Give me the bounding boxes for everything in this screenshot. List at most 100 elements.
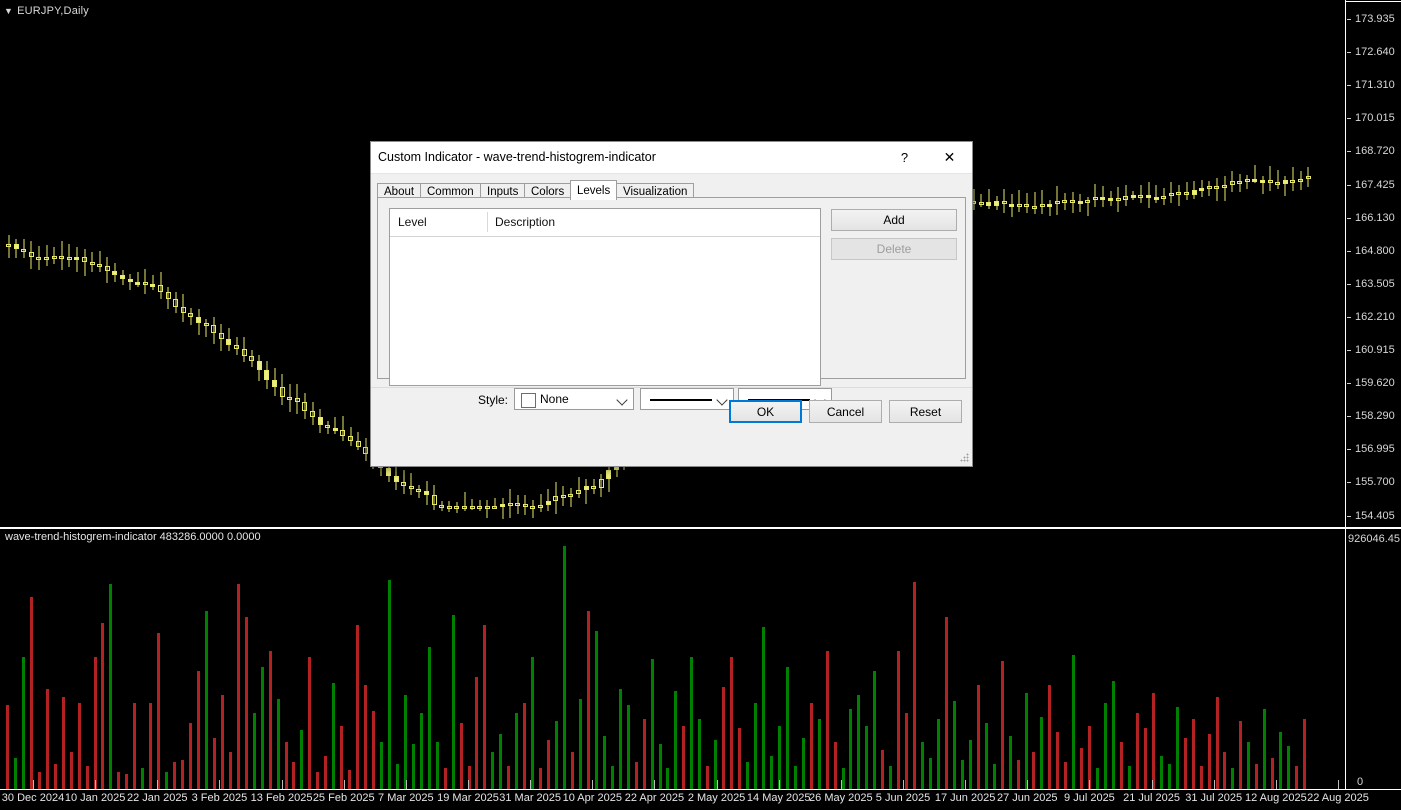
candle-body [1115,198,1121,202]
level-linestyle-dropdown[interactable] [640,388,734,410]
tab-about[interactable]: About [377,183,422,200]
date-axis-label: 5 Jun 2025 [875,792,931,804]
candle-wick [494,497,496,510]
histogram-bar [889,765,893,790]
dialog-titlebar[interactable]: Custom Indicator - wave-trend-histogrem-… [371,142,972,174]
date-axis-tick [343,780,345,789]
candle-wick [1041,190,1043,215]
candle-body [1062,200,1068,204]
candle-body [120,275,125,279]
candlestick [1077,0,1083,527]
candle-body [340,430,346,436]
price-axis-label: 168.720 [1355,145,1395,158]
tab-inputs[interactable]: Inputs [480,183,526,200]
resize-grip[interactable] [960,453,970,463]
candlestick [978,0,984,527]
histogram-bar [149,703,153,790]
histogram-bar [1112,681,1116,790]
date-axis-tick [1213,780,1215,789]
candle-body [28,252,34,258]
candlestick [264,0,270,527]
candle-wick [1284,176,1286,196]
candlestick [1054,0,1060,527]
candlestick [272,0,277,527]
histogram-bar [1016,759,1020,790]
candle-wick [1148,182,1149,208]
histogram-bar [316,771,320,790]
tab-colors[interactable]: Colors [524,183,572,200]
tab-visualization[interactable]: Visualization [616,183,695,200]
candle-body [180,306,186,313]
candle-body [51,255,57,259]
histogram-bar [212,737,216,790]
date-axis-tick [1338,780,1339,789]
candlestick [89,0,95,527]
price-axis-label: 159.620 [1355,377,1395,390]
candlestick [249,0,255,527]
histogram-bar [881,749,885,790]
candle-wick [129,273,131,290]
close-icon[interactable]: ✕ [943,148,956,165]
cancel-button[interactable]: Cancel [809,400,882,423]
histogram-bar [125,773,129,790]
price-axis-label: 158.290 [1355,410,1395,423]
histogram-bar [204,610,208,790]
candle-body [401,481,407,487]
histogram-bar [570,751,574,790]
tab-common[interactable]: Common [420,183,481,200]
candle-body [332,428,338,432]
candle-body [66,257,72,261]
candle-body [188,312,194,318]
candle-body [203,322,209,326]
date-axis-tick [1027,780,1029,789]
price-axis-tick [1347,383,1351,385]
candlestick [1199,0,1205,527]
candlestick [6,0,11,527]
candlestick [386,0,391,527]
date-axis-label: 22 Aug 2025 [1307,792,1369,804]
candlestick [591,0,597,527]
histogram-bar [825,650,829,790]
reset-button[interactable]: Reset [889,400,962,423]
level-color-dropdown[interactable]: None [514,388,634,410]
histogram-bar [1120,741,1124,790]
chart-symbol-label[interactable]: ▼ EURJPY,Daily [4,5,89,17]
candle-body [226,338,232,346]
candle-body [1130,195,1136,199]
add-button[interactable]: Add [831,209,957,231]
date-axis-label: 27 Jun 2025 [997,792,1058,804]
ok-button[interactable]: OK [729,400,802,423]
candle-body [1024,203,1030,207]
candle-wick [433,485,435,510]
candlestick [1047,0,1053,527]
candlestick [241,0,247,527]
candle-body [994,200,999,206]
histogram-bar [658,743,662,790]
indicator-subwindow-pane[interactable] [0,530,1345,790]
candlestick [484,0,490,527]
candlestick [1252,0,1258,527]
histogram-bar [578,699,582,790]
histogram-bar [101,622,105,790]
candle-wick [1292,167,1294,191]
histogram-bar [833,741,837,790]
date-axis-label: 31 Jul 2025 [1185,792,1243,804]
histogram-bar [451,614,455,790]
histogram-bar [93,656,97,790]
column-separator[interactable] [487,212,488,232]
histogram-bar [746,761,750,790]
candlestick [1009,0,1015,527]
levels-list[interactable]: Level Description [389,208,821,386]
dialog-footer: OK Cancel Reset [371,387,972,465]
histogram-bar [13,757,17,790]
date-axis-tick [1089,780,1091,789]
question-mark-icon[interactable]: ? [900,149,909,165]
histogram-bar [563,546,566,790]
candle-wick [1254,164,1256,184]
price-axis[interactable]: 173.935 172.640 171.310 170.015 168.720 167.4… [1346,0,1401,527]
candle-body [44,257,49,261]
custom-indicator-dialog[interactable]: Custom Indicator - wave-trend-histogrem-… [370,141,973,467]
tab-levels[interactable]: Levels [570,180,618,200]
indicator-axis[interactable]: 926046.45 0 [1346,530,1401,790]
date-axis[interactable]: 30 Dec 2024 10 Jan 2025 22 Jan 2025 3 Feb 2… [0,790,1401,810]
